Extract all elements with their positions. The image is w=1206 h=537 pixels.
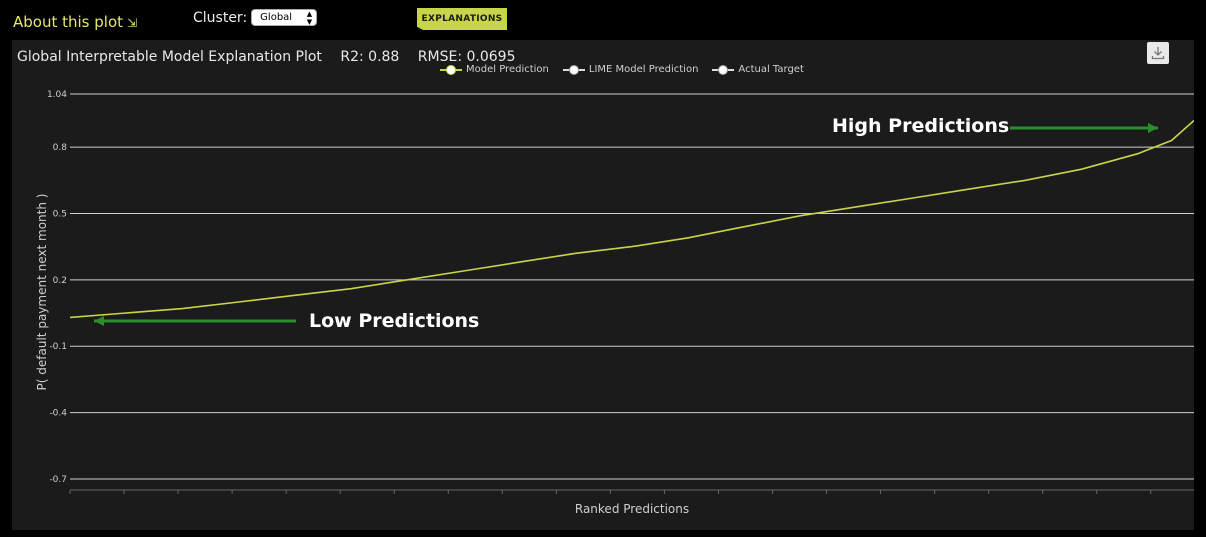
chart-svg: 1.04 0.8 0.5 0.2 -0.1 -0.4 -0.7 P( default paym… (35, 90, 1194, 516)
cluster-label: Cluster: (193, 9, 248, 26)
about-plot-label: About this plot (13, 13, 124, 31)
legend-marker-model (440, 64, 462, 75)
model-prediction-line (69, 119, 1194, 319)
legend-marker-lime (562, 64, 585, 75)
explanations-button[interactable]: EXPLANATIONS (417, 8, 507, 30)
y-tick-label: 1.04 (47, 90, 67, 100)
high-arrow-head (1148, 123, 1158, 133)
download-button[interactable] (1147, 42, 1169, 64)
r2-value: R2: 0.88 (340, 49, 400, 65)
plot-header: Global Interpretable Model Explanation P… (17, 49, 530, 65)
y-tick-label: -0.4 (49, 409, 67, 419)
legend: Model Prediction LIME Model Prediction A… (440, 64, 804, 75)
y-tick-label: 0.5 (53, 209, 67, 219)
high-predictions-label: High Predictions (832, 115, 1009, 137)
chevron-down-icon: ▲ ▼ (306, 9, 313, 26)
plot-panel: Global Interpretable Model Explanation P… (12, 40, 1194, 530)
y-tick-label: 0.2 (53, 276, 67, 286)
y-tick-label: -0.7 (49, 475, 67, 485)
legend-item-model-prediction[interactable]: Model Prediction (440, 64, 549, 75)
cluster-select-value: Global (260, 12, 293, 23)
arrow-down-right-icon: ⇲ (127, 16, 138, 30)
legend-marker-actual (712, 64, 735, 75)
low-arrow-head (94, 316, 104, 326)
legend-label-actual: Actual Target (738, 64, 804, 75)
legend-label-lime: LIME Model Prediction (588, 64, 699, 75)
rmse-value: RMSE: 0.0695 (417, 49, 516, 65)
legend-item-lime-prediction[interactable]: LIME Model Prediction (562, 64, 699, 75)
legend-item-actual-target[interactable]: Actual Target (712, 64, 804, 75)
y-tick-label: 0.8 (53, 143, 68, 153)
cluster-select[interactable]: Global ▲ ▼ (251, 9, 318, 26)
about-plot-link[interactable]: About this plot ⇲ (13, 13, 137, 31)
y-tick-label: -0.1 (49, 342, 67, 352)
download-icon (1151, 47, 1165, 60)
y-axis-label: P( default payment next month ) (35, 194, 49, 391)
plot-title: Global Interpretable Model Explanation P… (17, 49, 322, 65)
legend-label-model: Model Prediction (466, 64, 549, 75)
cluster-control: Cluster: Global ▲ ▼ (193, 9, 318, 26)
low-predictions-label: Low Predictions (309, 310, 479, 332)
x-axis-label: Ranked Predictions (575, 502, 689, 516)
